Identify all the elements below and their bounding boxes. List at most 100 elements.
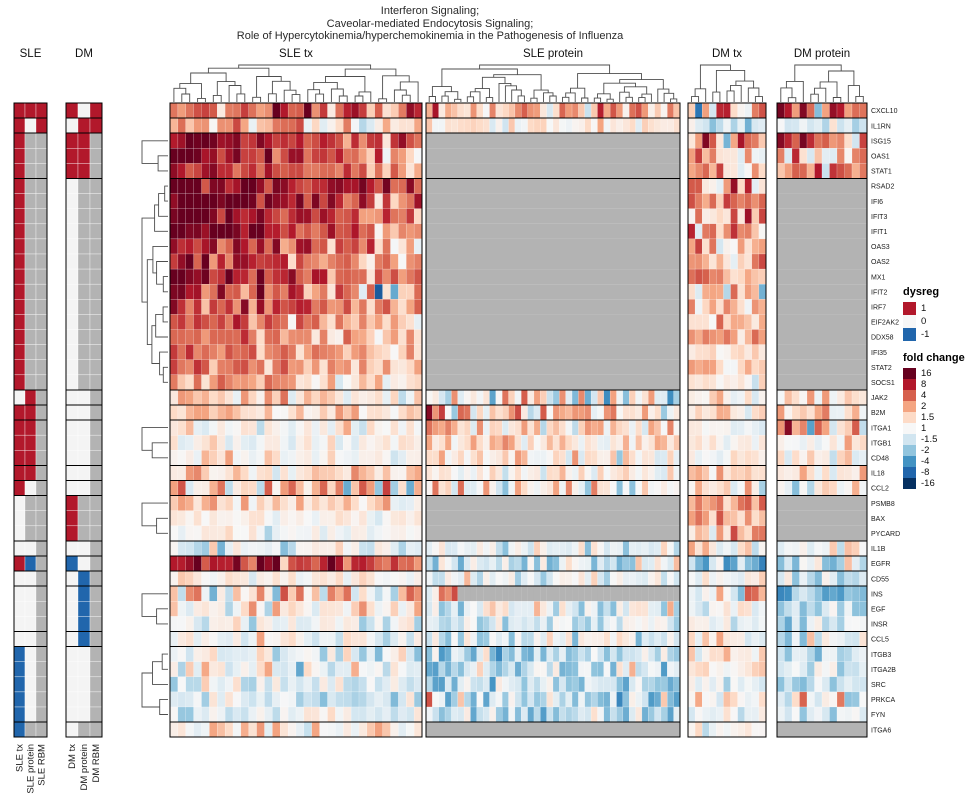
legend-entry: 4	[903, 390, 965, 401]
gene-label: DDX58	[871, 335, 894, 342]
heatmap-cell	[374, 419, 383, 436]
heatmap-cell	[232, 465, 242, 481]
heatmap-cell	[730, 525, 738, 542]
heatmap-cell	[673, 435, 681, 451]
heatmap-cell	[366, 419, 376, 436]
heatmap-cell	[527, 601, 535, 617]
heatmap-cell	[327, 661, 336, 678]
heatmap-cell	[335, 404, 344, 421]
heatmap-cell	[185, 404, 194, 421]
heatmap-cell	[295, 299, 305, 315]
heatmap-cell	[737, 268, 745, 285]
heatmap-cell	[319, 299, 328, 315]
heatmap-cell	[687, 374, 696, 391]
heatmap-cell	[185, 706, 194, 723]
heatmap-cell	[240, 586, 250, 602]
heatmap-cell	[737, 631, 745, 647]
heatmap-cell	[398, 314, 407, 330]
heatmap-cell	[489, 661, 497, 678]
heatmap-cell	[232, 284, 242, 300]
heatmap-cell	[382, 465, 391, 481]
heatmap-cell	[256, 465, 265, 481]
heatmap-cell	[654, 601, 662, 617]
heatmap-cell	[169, 359, 179, 376]
heatmap-cell	[784, 404, 793, 421]
heatmap-cell	[814, 555, 823, 572]
heatmap-cell	[654, 102, 662, 119]
heatmap-cell	[495, 102, 503, 119]
heatmap-cell	[791, 555, 800, 572]
heatmap-cell	[390, 163, 399, 179]
heatmap-cell	[406, 676, 415, 693]
na-block	[426, 178, 680, 194]
heatmap-cell	[578, 676, 586, 693]
heatmap-cell	[350, 525, 360, 542]
heatmap-cell	[350, 480, 360, 496]
heatmap-cell	[343, 253, 352, 270]
heatmap-cell	[366, 646, 376, 662]
heatmap-cell	[177, 389, 187, 406]
annotation-cell	[89, 208, 103, 225]
annotation-cell	[13, 616, 26, 632]
heatmap-cell	[327, 268, 336, 285]
heatmap-cell	[603, 102, 611, 119]
heatmap-cell	[382, 178, 391, 194]
heatmap-cell	[476, 435, 484, 451]
legend-entry: 16	[903, 368, 965, 379]
heatmap-cell	[390, 299, 399, 315]
heatmap-cell	[476, 706, 484, 723]
heatmap-cell	[540, 555, 547, 572]
heatmap-cell	[264, 163, 273, 179]
heatmap-cell	[584, 465, 592, 481]
heatmap-cell	[851, 540, 860, 557]
heatmap-cell	[701, 148, 710, 164]
heatmap-cell	[413, 253, 423, 270]
na-cell	[540, 586, 547, 602]
heatmap-cell	[374, 344, 383, 360]
heatmap-cell	[303, 706, 313, 723]
heatmap-cell	[716, 631, 724, 647]
heatmap-cell	[193, 691, 202, 708]
legend-label: 16	[921, 367, 932, 379]
heatmap-cell	[571, 601, 579, 617]
heatmap-cell	[319, 661, 328, 678]
annotation-cell	[89, 419, 103, 436]
annotation-cell	[35, 329, 48, 345]
annotation-cell	[89, 616, 103, 632]
heatmap-cell	[463, 570, 471, 587]
heatmap-cell	[489, 676, 497, 693]
heatmap-cell	[648, 706, 655, 723]
heatmap-cell	[303, 208, 313, 224]
heatmap-cell	[744, 555, 753, 572]
annotation-cell	[24, 283, 37, 300]
heatmap-cell	[495, 616, 503, 632]
heatmap-cell	[319, 525, 328, 542]
heatmap-cell	[565, 631, 573, 647]
heatmap-cell	[201, 721, 210, 738]
heatmap-cell	[660, 480, 668, 496]
heatmap-cell	[508, 450, 516, 466]
heatmap-cell	[622, 450, 630, 466]
heatmap-cell	[737, 480, 745, 496]
heatmap-cell	[374, 586, 383, 602]
heatmap-cell	[272, 193, 281, 209]
heatmap-cell	[398, 419, 407, 436]
heatmap-cell	[382, 132, 391, 149]
heatmap-cell	[287, 570, 297, 587]
heatmap-cell	[540, 465, 547, 481]
annotation-cell	[13, 631, 26, 647]
heatmap-cell	[609, 102, 617, 119]
heatmap-cell	[687, 268, 696, 285]
na-cell	[667, 586, 674, 602]
heatmap-cell	[609, 540, 617, 557]
heatmap-cell	[629, 465, 636, 481]
heatmap-cell	[256, 480, 265, 496]
heatmap-cell	[716, 646, 724, 662]
heatmap-cell	[821, 148, 830, 164]
annotation-cell	[35, 646, 48, 662]
legend-label: -4	[921, 455, 930, 467]
annotation-cell	[77, 646, 91, 662]
heatmap-cell	[694, 616, 703, 632]
title-line-1: Interferon Signaling;	[380, 5, 480, 17]
heatmap-cell	[590, 102, 598, 119]
